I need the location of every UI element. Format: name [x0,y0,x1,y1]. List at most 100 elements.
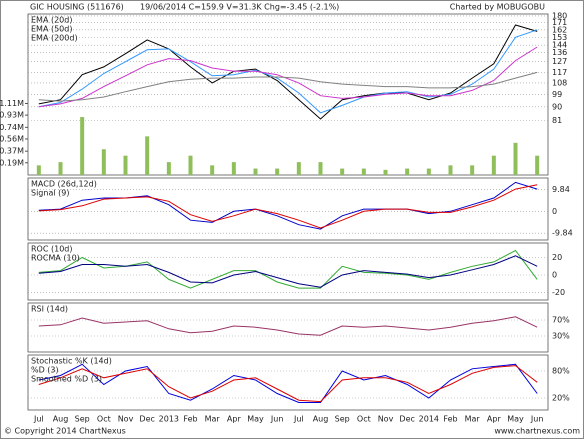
legend-entry: MACD (26d,12d) [31,180,97,189]
credit: Charted by MOBUGOBU [450,3,545,12]
legend-entry: Signal (9) [31,189,69,198]
x-tick-label: 2014 [419,415,439,424]
x-tick-label: Jun [270,415,284,424]
y-tick-label: 136 [552,48,567,57]
x-tick-label: Jul [33,415,44,424]
y-tick-label: 144 [552,41,567,50]
legend-entry: EMA (20d) [31,16,72,25]
y-tick-label: 70% [552,316,570,325]
y-tick-label: 20 [552,253,562,262]
volume-bar [210,165,215,175]
volume-bar [470,165,475,175]
legend-entry: ROCMA (10) [31,254,80,263]
legend-entry: RSI (14d) [31,305,68,314]
x-tick-label: Feb [183,415,197,424]
volume-bar [275,168,280,175]
x-tick-label: 2013 [159,415,179,424]
y-tick-label: -20 [552,288,565,297]
y-tick-label: 127 [552,57,567,66]
y-tick-label: 9.84 [552,185,570,194]
legend-entry: EMA (50d) [31,25,72,34]
series-line [38,255,538,288]
y-tick-label: 90 [552,102,562,111]
x-tick-label: Nov [118,415,134,424]
x-tick-label: Sep [75,415,90,424]
x-tick-label: Sep [335,415,350,424]
chart-subtitle: 19/06/2014 C=159.9 V=31.3K Chg=-3.45 (-2… [140,3,339,12]
x-tick-label: Nov [378,415,394,424]
y2-tick-label: 0.19M [0,158,24,167]
x-tick-label: Oct [357,415,371,424]
panel-title: Stochastic %K (14d) [31,357,112,366]
series-line [38,46,538,108]
legend-entry: ROC (10d) [31,245,72,254]
legend-entry: Smoothed %D (3) [31,375,102,384]
volume-bar [318,162,323,175]
x-tick-label: Aug [53,415,69,424]
x-tick-label: Dec [139,415,154,424]
volume-bar [491,155,496,175]
panel-frame [27,242,549,301]
website: www.chartnexus.com [494,427,580,436]
panel-frame [27,302,549,353]
volume-bar [188,155,193,175]
x-tick-label: Mar [465,415,481,424]
y-tick-label: 81 [552,116,562,125]
panel-frame [27,354,549,411]
series-line [38,71,538,102]
volume-bar [101,149,106,175]
volume-bar [166,162,171,175]
volume-bar [426,168,431,175]
chart-title: GIC HOUSING (511676) [30,3,124,12]
y-tick-label: 180 [552,11,567,20]
volume-bar [253,168,258,175]
volume-bar [231,162,236,175]
volume-bar [58,162,63,175]
volume-bar [513,142,518,175]
y2-tick-label: 1.11M [0,99,24,108]
legend-entry: %D (3) [31,366,59,375]
x-tick-label: Aug [313,415,329,424]
volume-bar [405,168,410,175]
y-tick-label: 162 [552,25,567,34]
x-tick-label: Oct [97,415,111,424]
y-tick-label: 171 [552,18,567,27]
series-line [38,316,538,336]
x-tick-label: Feb [443,415,457,424]
volume-bar [535,155,540,175]
y2-tick-label: 0.56M [0,134,24,143]
series-line [38,365,538,403]
x-tick-label: Jun [530,415,544,424]
series-line [38,184,538,229]
series-line [38,29,538,114]
y-tick-label: 0 [552,270,557,279]
y-tick-label: 108 [552,78,567,87]
y-tick-label: 0 [552,207,557,216]
volume-bar [340,168,345,175]
series-line [38,363,538,403]
x-tick-label: May [247,415,264,424]
y2-tick-label: 0.74M [0,123,24,132]
y2-tick-label: 0.37M [0,147,24,156]
volume-bar [448,165,453,175]
volume-bar [36,165,41,175]
y-tick-label: 80% [552,367,570,376]
x-tick-label: Apr [227,415,242,424]
panel-frame [27,177,549,241]
volume-bar [145,136,150,175]
volume-bar [296,162,301,175]
y-tick-label: -9.84 [552,229,573,238]
y-tick-label: 30% [552,332,570,341]
copyright: © Copyright 2014 ChartNexus [4,427,126,436]
y-tick-label: 117 [552,68,567,77]
volume-bar [80,117,85,175]
y-tick-label: 20% [552,393,570,402]
legend-entry: EMA (200d) [31,34,78,43]
y-tick-label: 99 [552,90,562,99]
x-tick-label: Apr [487,415,502,424]
x-tick-label: Dec [399,415,414,424]
x-tick-label: May [507,415,524,424]
x-tick-label: Jul [293,415,304,424]
